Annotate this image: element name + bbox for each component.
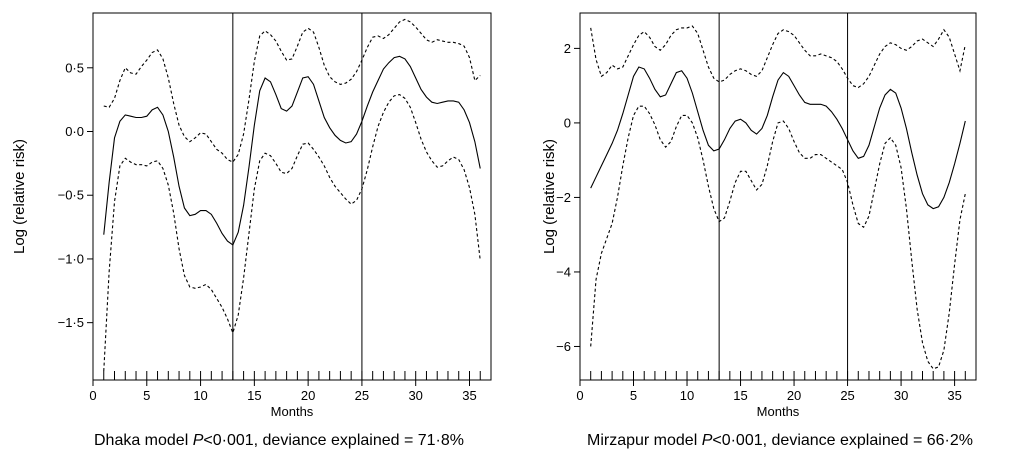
y-tick-label: −2 xyxy=(556,190,571,205)
y-tick-label: −6 xyxy=(556,339,571,354)
x-tick-label: 15 xyxy=(247,388,261,403)
caption-suffix: <0·001, deviance explained = 71·8% xyxy=(203,432,465,449)
plot-frame xyxy=(579,12,977,381)
confidence-band-line xyxy=(590,105,966,370)
y-axis-title: Log (relative risk) xyxy=(11,139,28,254)
x-tick-label: 20 xyxy=(787,388,801,403)
estimate-line xyxy=(103,55,481,246)
x-tick-label: 25 xyxy=(840,388,854,403)
x-tick-label: 15 xyxy=(733,388,747,403)
x-tick-label: 30 xyxy=(894,388,908,403)
x-tick-label: 0 xyxy=(576,388,583,403)
mirzapur-panel: 0 5 10 15 20 25 30 35 2 0 −2 −4 −6 Months Log (relativ… xyxy=(514,0,1027,462)
estimate-line xyxy=(590,66,966,210)
x-tick-label: 25 xyxy=(355,388,369,403)
caption-prefix: Dhaka model xyxy=(93,432,193,449)
y-tick-label: −1·0 xyxy=(58,251,84,266)
x-tick-label: 20 xyxy=(301,388,315,403)
confidence-band-line xyxy=(590,25,966,89)
x-tick-label: 30 xyxy=(408,388,422,403)
x-axis-title: Months xyxy=(757,404,800,419)
x-tick-label: 5 xyxy=(143,388,150,403)
x-tick-label: 35 xyxy=(947,388,961,403)
caption-suffix: <0·001, deviance explained = 66·2% xyxy=(712,432,973,449)
confidence-band-line xyxy=(103,18,481,163)
x-tick-label: 10 xyxy=(193,388,207,403)
x-tick-label: 10 xyxy=(680,388,694,403)
x-tick-label: 5 xyxy=(630,388,637,403)
y-tick-label: −0·5 xyxy=(58,188,84,203)
y-tick-label: −4 xyxy=(556,264,571,279)
caption-p-symbol: P xyxy=(192,432,204,449)
dhaka-caption: Dhaka model P<0·001, deviance explained … xyxy=(44,432,514,450)
y-axis-title: Log (relative risk) xyxy=(541,139,558,254)
y-tick-label: −1·5 xyxy=(58,315,84,330)
mirzapur-caption: Mirzapur model P<0·001, deviance explain… xyxy=(534,432,1026,450)
caption-prefix: Mirzapur model xyxy=(586,432,702,449)
caption-p-symbol: P xyxy=(701,432,713,449)
x-tick-label: 0 xyxy=(89,388,96,403)
plot-frame xyxy=(92,12,492,381)
y-tick-label: 0·5 xyxy=(65,60,84,75)
dhaka-panel: 0 5 10 15 20 25 30 35 0·5 0·0 −0·5 −1·0 −1·5 Months Lo… xyxy=(0,0,513,462)
x-tick-label: 35 xyxy=(462,388,476,403)
dhaka-chart: 0 5 10 15 20 25 30 35 0·5 0·0 −0·5 −1·0 −1·5 Months Lo… xyxy=(11,12,492,419)
y-tick-label: 2 xyxy=(564,41,571,56)
y-tick-label: 0 xyxy=(564,115,571,130)
x-axis-title: Months xyxy=(271,404,314,419)
confidence-band-line xyxy=(103,93,481,372)
y-tick-label: 0·0 xyxy=(65,124,84,139)
